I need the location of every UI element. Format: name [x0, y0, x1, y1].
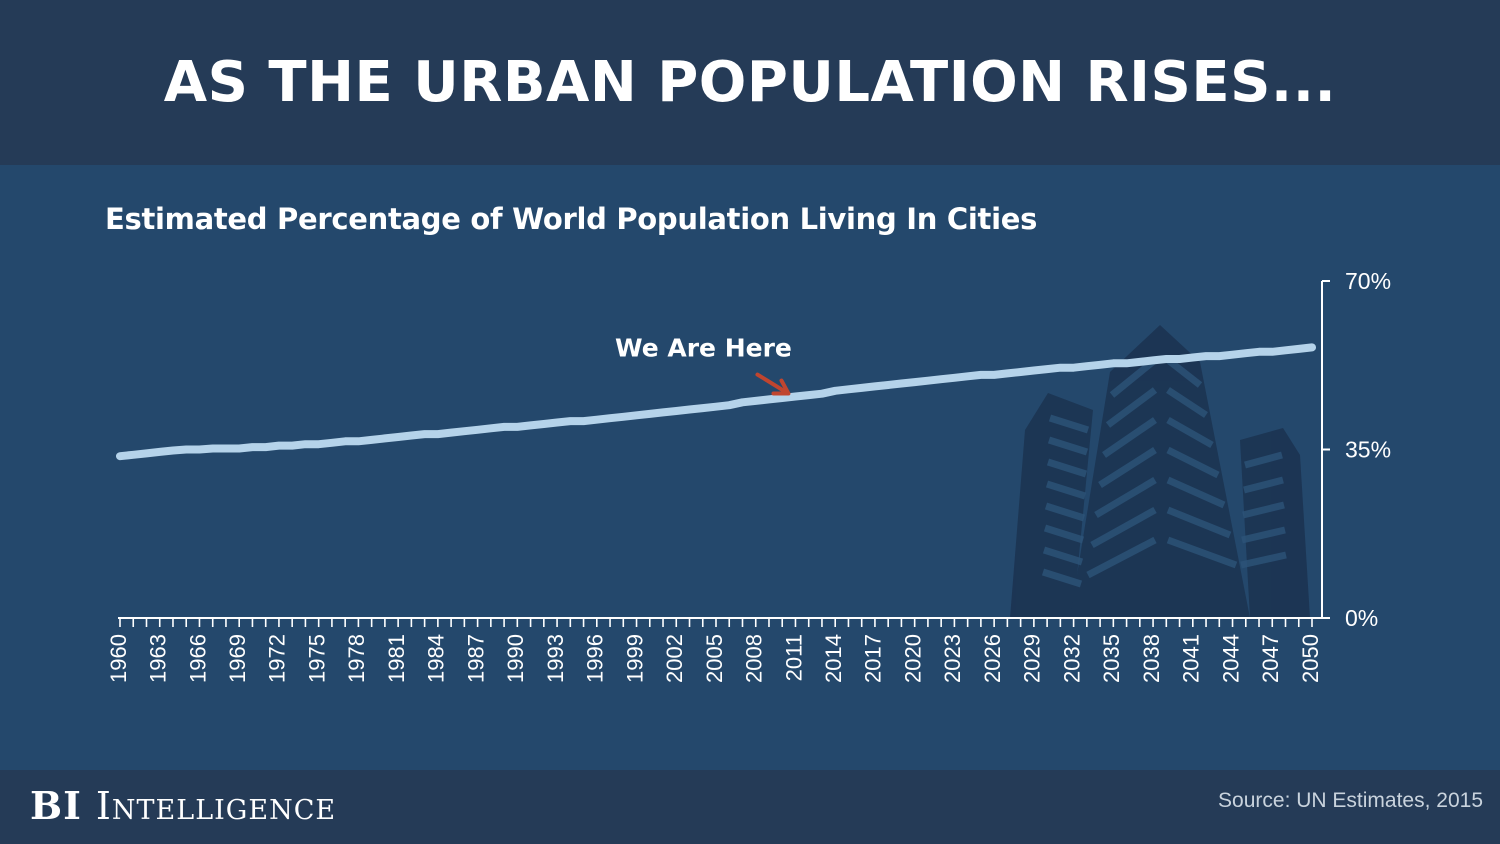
brand-logo: BI Intelligence: [30, 783, 336, 828]
brand-bi: BI: [30, 783, 82, 828]
x-tick-label: 2029: [1020, 634, 1045, 683]
x-tick-label: 1996: [583, 634, 608, 683]
annotation-arrowhead-icon: [771, 378, 791, 396]
x-tick-label: 2041: [1179, 634, 1204, 683]
chart-title: Estimated Percentage of World Population…: [105, 202, 1038, 236]
footer-band: [0, 770, 1500, 844]
line-chart: 1960 1963 1966 1969 1972 1975 1978 1981 1984 1987…: [106, 268, 1391, 683]
x-tick-label: 2020: [900, 634, 925, 683]
x-tick-label: 2047: [1258, 634, 1283, 683]
annotation-arrow-icon: [755, 372, 786, 393]
x-axis-ticks: 1960 1963 1966 1969 1972 1975 1978 1981 1984 1987…: [106, 618, 1323, 683]
x-tick-label: 2035: [1099, 634, 1124, 683]
x-tick-label: 2044: [1218, 634, 1243, 683]
source-note: Source: UN Estimates, 2015: [1218, 789, 1483, 812]
x-tick-label: 1984: [424, 634, 449, 683]
y-tick-label: 0%: [1345, 605, 1378, 631]
series-line-urban-population: [116, 343, 1316, 461]
x-tick-label: 1969: [225, 634, 250, 683]
x-tick-label: 1981: [384, 634, 409, 683]
x-tick-label: 2005: [702, 634, 727, 683]
x-tick-label: 2014: [821, 634, 846, 683]
x-tick-label: 2002: [662, 634, 687, 683]
brand-intelligence: Intelligence: [95, 784, 337, 828]
x-tick-label: 1975: [304, 634, 329, 683]
y-tick-label: 35%: [1345, 437, 1391, 463]
annotation-label: We Are Here: [615, 334, 792, 363]
x-tick-label: 1999: [622, 634, 647, 683]
buildings-windows-icon: [1041, 357, 1287, 588]
y-tick-label: 70%: [1345, 268, 1391, 294]
x-tick-label: 2026: [980, 634, 1005, 683]
x-tick-label: 1987: [463, 634, 488, 683]
x-tick-label: 1966: [185, 634, 210, 683]
x-tick-label: 1972: [265, 634, 290, 683]
x-tick-label: 2011: [781, 634, 806, 681]
x-tick-label: 2038: [1139, 634, 1164, 683]
annotation-we-are-here: We Are Here: [615, 334, 792, 396]
x-tick-label: 1990: [503, 634, 528, 683]
x-tick-label: 2017: [861, 634, 886, 683]
header-band: AS THE URBAN POPULATION RISES...: [0, 0, 1500, 165]
x-tick-label: 1978: [344, 634, 369, 683]
y-axis-ticks: 0% 35% 70%: [1322, 268, 1391, 631]
x-tick-label: 2032: [1059, 634, 1084, 683]
x-tick-label: 1963: [146, 634, 171, 683]
x-tick-label: 1960: [106, 634, 131, 683]
x-tick-label: 1993: [543, 634, 568, 683]
x-tick-label: 2023: [940, 634, 965, 683]
x-tick-label: 2050: [1298, 634, 1323, 683]
x-tick-label: 2008: [742, 634, 767, 683]
page-title: AS THE URBAN POPULATION RISES...: [163, 50, 1337, 115]
